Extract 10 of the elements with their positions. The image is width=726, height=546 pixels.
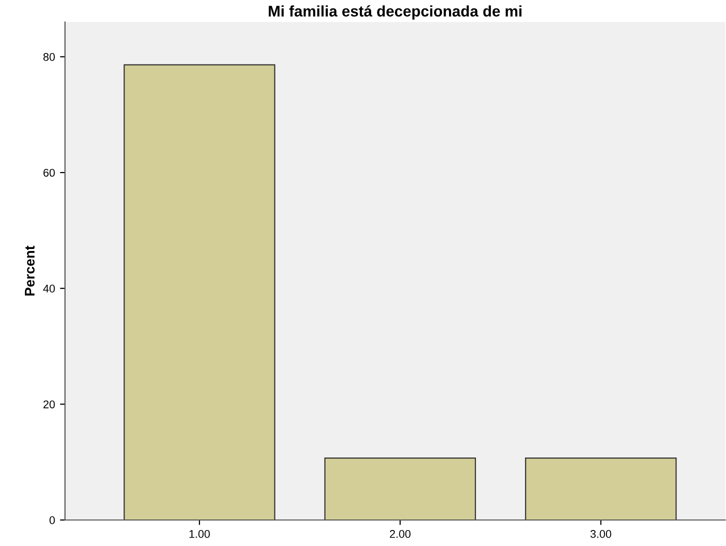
y-tick-label: 60	[43, 168, 55, 177]
chart-title: Mi familia está decepcionada de mi	[268, 5, 522, 20]
y-tick-label: 80	[43, 53, 55, 61]
y-tick-label: 0	[50, 516, 55, 524]
y-tick-label: 20	[43, 400, 55, 408]
y-tick-label: 40	[43, 284, 55, 293]
x-tick-label: 3.00	[590, 530, 612, 538]
y-axis-title: Percent	[24, 246, 35, 296]
x-tick-label: 2.00	[390, 530, 411, 538]
x-tick-label: 1.00	[190, 530, 210, 538]
